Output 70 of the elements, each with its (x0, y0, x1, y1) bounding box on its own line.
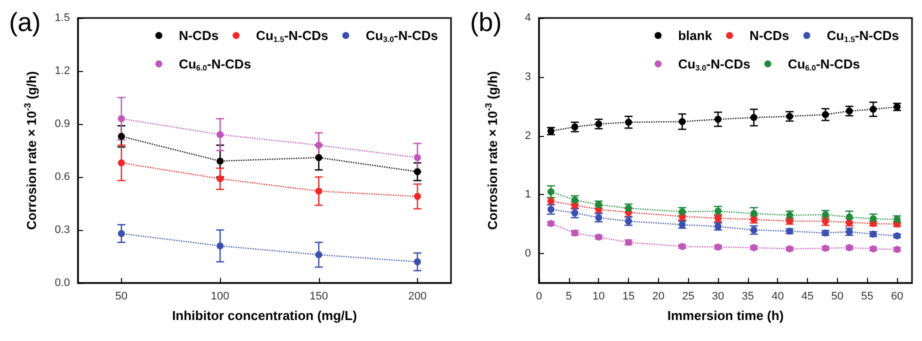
point (595, 214, 602, 222)
y-tick-label: 1.2 (54, 65, 70, 77)
point (315, 251, 322, 258)
y-tick-label: 1.5 (54, 12, 70, 24)
point (118, 115, 125, 122)
point (414, 154, 421, 162)
point (678, 118, 686, 126)
point (846, 214, 853, 221)
point (846, 108, 853, 115)
y-tick-label: 0 (524, 248, 531, 260)
x-tick-label: 15 (622, 290, 635, 302)
point (678, 221, 686, 228)
point (571, 123, 578, 130)
y-tick-label: 0.3 (54, 224, 70, 236)
point (315, 142, 322, 149)
point (786, 112, 794, 120)
x-tick-label: 35 (742, 290, 754, 302)
x-tick-label: 10 (592, 290, 605, 302)
point (414, 258, 421, 266)
x-tick-label: 5 (566, 290, 572, 302)
y-tick-label: 1 (524, 188, 531, 201)
chart-title: (a) (9, 7, 41, 37)
point (118, 132, 125, 140)
point (750, 210, 758, 218)
x-tick-label: 0 (536, 290, 542, 302)
x-tick-label: 100 (210, 290, 230, 302)
legend-label: N-CDs (750, 28, 790, 43)
point (870, 215, 877, 222)
chart-title: (b) (470, 7, 502, 37)
x-tick-label: 50 (831, 290, 844, 302)
point (315, 154, 322, 162)
y-tick-label: 2 (524, 130, 531, 142)
point (414, 192, 421, 200)
y-tick-label: 0.0 (54, 277, 70, 289)
legend-label: blank (678, 28, 713, 43)
x-tick-label: 55 (861, 290, 874, 302)
y-axis-title: Corrosion rate × 10-3 (g/h) (484, 71, 500, 230)
point (216, 242, 224, 250)
point (216, 158, 224, 165)
y-tick-label: 4 (524, 12, 531, 24)
point (822, 111, 829, 118)
point (216, 131, 224, 138)
point (315, 188, 322, 195)
x-tick-label: 60 (890, 290, 904, 302)
point (547, 188, 554, 196)
point (714, 116, 722, 123)
x-tick-label: 50 (115, 290, 128, 302)
x-tick-label: 45 (801, 290, 814, 302)
y-tick-label: 0.9 (54, 118, 70, 130)
x-axis-title: Inhibitor concentration (mg/L) (172, 308, 357, 323)
x-tick-label: 20 (652, 290, 664, 302)
point (750, 114, 758, 122)
point (118, 230, 125, 238)
point (595, 120, 602, 128)
legend-label: N-CDs (178, 28, 219, 43)
x-tick-label: 40 (772, 290, 784, 302)
point (118, 159, 125, 166)
x-tick-label: 30 (712, 290, 724, 302)
point (571, 209, 578, 216)
x-tick-label: 200 (408, 290, 427, 302)
x-tick-label: 150 (310, 290, 328, 302)
y-axis-title: Corrosion rate × 10-3 (g/h) (22, 71, 40, 230)
y-tick-label: 3 (524, 70, 531, 83)
point (216, 175, 224, 182)
x-axis-title: Immersion time (h) (667, 308, 784, 323)
y-tick-label: 0.6 (54, 171, 70, 183)
point (414, 168, 421, 176)
point (870, 106, 877, 113)
point (625, 118, 632, 126)
x-tick-label: 25 (682, 290, 694, 302)
